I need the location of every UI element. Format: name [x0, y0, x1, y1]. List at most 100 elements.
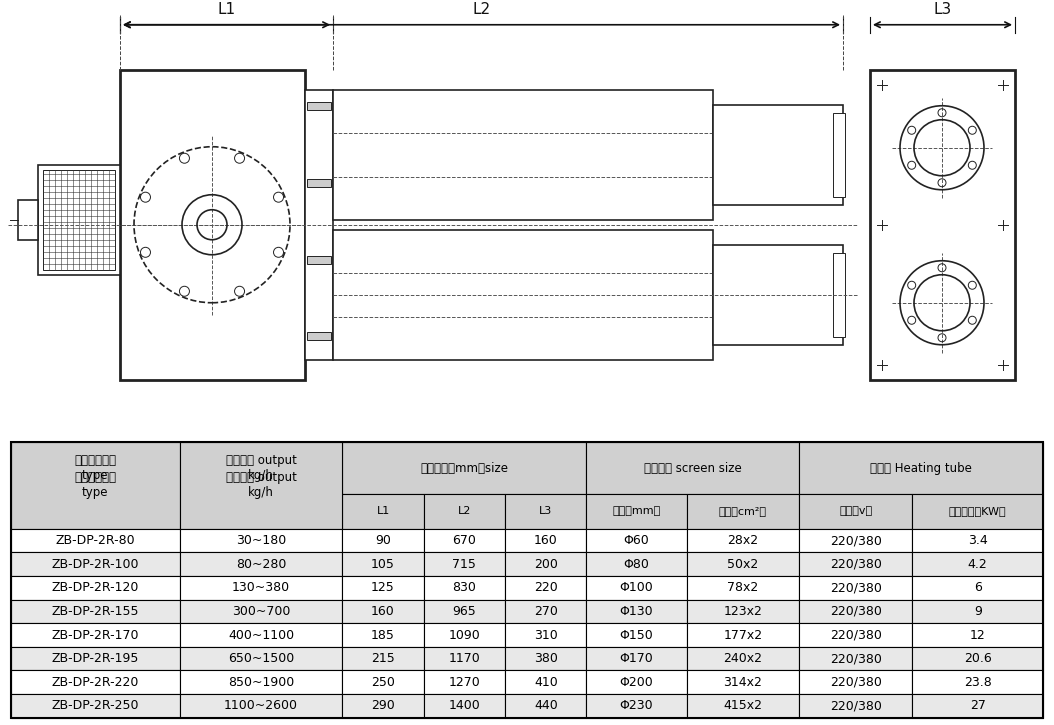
Bar	[912, 600, 1043, 624]
Bar	[343, 494, 424, 529]
Text: 220/380: 220/380	[829, 581, 881, 594]
Bar	[586, 576, 686, 600]
Text: 220/380: 220/380	[829, 676, 881, 689]
Text: Φ200: Φ200	[620, 676, 653, 689]
Text: 220/380: 220/380	[829, 700, 881, 713]
Text: L2: L2	[457, 507, 471, 516]
Text: 130~380: 130~380	[232, 581, 290, 594]
Bar	[424, 671, 505, 694]
Text: L3: L3	[934, 1, 952, 17]
Bar	[424, 694, 505, 718]
Text: 220/380: 220/380	[829, 652, 881, 665]
Bar	[912, 624, 1043, 647]
Text: 410: 410	[534, 676, 558, 689]
Bar	[179, 647, 343, 671]
Text: 400~1100: 400~1100	[228, 629, 294, 642]
Bar	[38, 165, 120, 275]
Text: 50x2: 50x2	[727, 558, 759, 571]
Bar	[424, 600, 505, 624]
Bar	[424, 494, 505, 529]
Bar	[18, 200, 38, 240]
Bar	[179, 624, 343, 647]
Bar	[333, 230, 713, 360]
Bar	[833, 253, 845, 336]
Bar	[505, 576, 586, 600]
Text: 6: 6	[974, 581, 981, 594]
Text: 415x2: 415x2	[723, 700, 762, 713]
Text: L3: L3	[540, 507, 552, 516]
Bar	[343, 694, 424, 718]
Text: Φ130: Φ130	[620, 605, 653, 618]
Bar	[912, 647, 1043, 671]
Bar	[11, 671, 179, 694]
Bar	[11, 529, 179, 552]
Bar	[343, 442, 586, 494]
Bar	[686, 529, 799, 552]
Bar	[912, 552, 1043, 576]
Bar	[912, 694, 1043, 718]
Text: ZB-DP-2R-80: ZB-DP-2R-80	[55, 534, 135, 547]
Bar	[179, 576, 343, 600]
Bar	[424, 647, 505, 671]
Bar	[333, 90, 713, 220]
Text: 220: 220	[534, 581, 558, 594]
Text: 1400: 1400	[449, 700, 481, 713]
Text: 220/380: 220/380	[829, 534, 881, 547]
Bar	[799, 442, 1043, 494]
Bar	[11, 552, 179, 576]
Text: 加热功率（KW）: 加热功率（KW）	[949, 507, 1007, 516]
Text: Φ230: Φ230	[620, 700, 653, 713]
Text: 1100~2600: 1100~2600	[223, 700, 298, 713]
Bar	[686, 576, 799, 600]
Bar	[343, 624, 424, 647]
Text: Φ170: Φ170	[620, 652, 653, 665]
Text: Φ80: Φ80	[624, 558, 649, 571]
Bar	[686, 694, 799, 718]
Bar	[713, 245, 843, 345]
Bar	[179, 552, 343, 576]
Text: 适用产量 output
kg/h: 适用产量 output kg/h	[226, 471, 296, 500]
Bar	[799, 494, 912, 529]
Bar	[505, 624, 586, 647]
Bar	[586, 600, 686, 624]
Bar	[179, 442, 343, 494]
Text: 3.4: 3.4	[968, 534, 988, 547]
Text: 850~1900: 850~1900	[228, 676, 294, 689]
Bar	[799, 529, 912, 552]
Bar	[799, 647, 912, 671]
Text: 240x2: 240x2	[723, 652, 762, 665]
Bar	[799, 671, 912, 694]
Bar	[912, 576, 1043, 600]
Bar	[179, 694, 343, 718]
Bar	[799, 552, 912, 576]
Bar	[505, 600, 586, 624]
Text: 300~700: 300~700	[232, 605, 290, 618]
Bar	[833, 113, 845, 196]
Bar	[586, 494, 686, 529]
Bar	[799, 576, 912, 600]
Text: 23.8: 23.8	[963, 676, 992, 689]
Bar	[120, 70, 305, 380]
Text: ZB-DP-2R-220: ZB-DP-2R-220	[52, 676, 139, 689]
Text: 250: 250	[371, 676, 395, 689]
Text: 78x2: 78x2	[727, 581, 759, 594]
Bar	[343, 576, 424, 600]
Bar	[11, 576, 179, 600]
Bar	[424, 576, 505, 600]
Bar	[505, 671, 586, 694]
Text: 380: 380	[533, 652, 558, 665]
Text: L2: L2	[472, 1, 490, 17]
Bar	[586, 647, 686, 671]
Bar	[307, 256, 331, 264]
Text: 650~1500: 650~1500	[228, 652, 294, 665]
Bar	[686, 600, 799, 624]
Text: 215: 215	[371, 652, 395, 665]
Bar	[179, 671, 343, 694]
Bar	[11, 647, 179, 671]
Text: 160: 160	[371, 605, 395, 618]
Text: ZB-DP-2R-155: ZB-DP-2R-155	[52, 605, 139, 618]
Text: 200: 200	[533, 558, 558, 571]
Bar	[686, 552, 799, 576]
Text: 27: 27	[970, 700, 985, 713]
Text: 830: 830	[452, 581, 476, 594]
